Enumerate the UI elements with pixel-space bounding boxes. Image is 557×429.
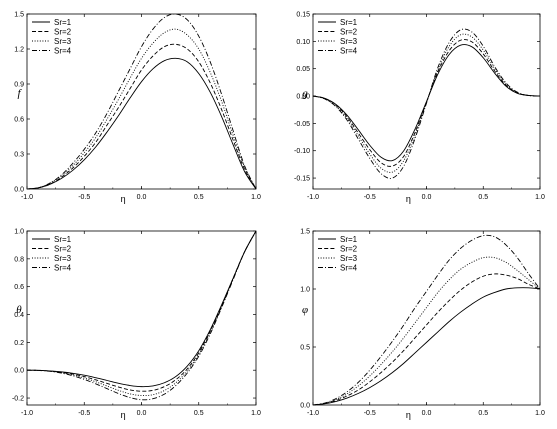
x-tick-label: 0.5 — [194, 410, 204, 417]
x-tick-label: 0.0 — [422, 194, 432, 201]
x-tick-label: 1.0 — [251, 194, 261, 201]
y-tick-label: 1.0 — [14, 229, 24, 236]
x-tick-label: 0.0 — [422, 410, 432, 417]
y-tick-label: 0.0 — [14, 368, 24, 375]
y-tick-label: 1.5 — [300, 229, 310, 236]
y-tick-label: 0.0 — [300, 403, 310, 410]
legend-label-sr4: Sr=4 — [54, 47, 72, 56]
legend-label-sr3: Sr=3 — [54, 37, 72, 46]
y-tick-label: 0.5 — [300, 345, 310, 352]
y-tick-label: 0.9 — [14, 82, 24, 89]
x-axis-label: η — [406, 194, 411, 204]
series-line-sr3 — [313, 256, 540, 405]
x-tick-label: 1.0 — [251, 410, 261, 417]
x-tick-label: -0.5 — [364, 194, 376, 201]
series-line-sr2 — [313, 39, 540, 167]
x-tick-label: -1.0 — [21, 410, 33, 417]
legend-label-sr2: Sr=2 — [340, 245, 358, 254]
legend-label-sr2: Sr=2 — [54, 245, 72, 254]
panel-theta: -1.0 -0.5 0.0 0.5 1.0 -0.2 0.0 0.2 0.4 0.6 0.8 1.0 η… — [12, 229, 261, 421]
legend-label-sr3: Sr=3 — [340, 37, 358, 46]
x-tick-label: -1.0 — [21, 194, 33, 201]
panel-g: -1.0 -0.5 0.0 0.5 1.0 -0.15 -0.10 -0.05 0.00 0.05… — [294, 12, 545, 205]
y-tick-label: -0.15 — [294, 176, 310, 183]
panel-f: -1.0 -0.5 0.0 0.5 1.0 0.0 0.3 0.6 0.9 1.2 1.5 η f Sr=… — [14, 12, 261, 205]
y-tick-label: 0.3 — [14, 152, 24, 159]
y-tick-label: 1.5 — [14, 12, 24, 19]
series-line-sr3 — [27, 28, 256, 189]
legend-label-sr3: Sr=3 — [340, 254, 358, 263]
x-tick-label: 1.0 — [535, 410, 545, 417]
legend-label-sr2: Sr=2 — [54, 28, 72, 37]
y-tick-label: -0.2 — [12, 396, 24, 403]
x-axis-label: η — [121, 194, 126, 204]
y-tick-label: 0.15 — [296, 12, 310, 19]
y-tick-label: -0.10 — [294, 148, 310, 155]
x-tick-label: 0.0 — [137, 410, 147, 417]
series-line-sr1 — [313, 287, 540, 405]
x-tick-label: 0.0 — [137, 194, 147, 201]
series-line-sr3 — [313, 33, 540, 173]
x-tick-label: -0.5 — [78, 194, 90, 201]
y-tick-label: 0.0 — [14, 187, 24, 194]
legend-label-sr4: Sr=4 — [340, 47, 358, 56]
y-tick-label: 0.10 — [296, 39, 310, 46]
panel-phi: -1.0 -0.5 0.0 0.5 1.00.00.51.01.5ηφSr=1Sr=2S… — [300, 229, 545, 421]
x-tick-label: 1.0 — [535, 194, 545, 201]
series-line-sr4 — [27, 14, 256, 189]
series-line-sr4 — [27, 231, 256, 401]
y-axis-label: φ — [302, 304, 308, 316]
series-line-sr4 — [313, 234, 540, 405]
x-axis-label: η — [406, 410, 411, 420]
legend-label-sr1: Sr=1 — [54, 235, 72, 244]
y-tick-label: 0.8 — [14, 256, 24, 263]
series-line-sr1 — [313, 44, 540, 162]
y-axis-label: g — [302, 87, 308, 99]
legend-label-sr1: Sr=1 — [340, 235, 358, 244]
x-tick-label: -0.5 — [78, 410, 90, 417]
y-tick-label: 0.6 — [14, 284, 24, 291]
series-line-sr2 — [313, 273, 540, 405]
y-tick-label: 1.0 — [300, 287, 310, 294]
series-line-sr1 — [27, 231, 256, 388]
y-axis-label: f — [17, 87, 22, 99]
series-line-sr4 — [313, 28, 540, 179]
legend-label-sr4: Sr=4 — [340, 264, 358, 273]
series-line-sr1 — [27, 57, 256, 189]
x-tick-label: 0.5 — [478, 410, 488, 417]
x-tick-label: -1.0 — [307, 410, 319, 417]
legend-label-sr1: Sr=1 — [340, 18, 358, 27]
y-tick-label: -0.05 — [294, 121, 310, 128]
x-tick-label: 0.5 — [478, 194, 488, 201]
x-axis-label: η — [121, 410, 126, 420]
x-tick-label: -1.0 — [307, 194, 319, 201]
y-axis-label: θ — [16, 304, 22, 316]
x-tick-label: -0.5 — [364, 410, 376, 417]
y-tick-label: 0.00 — [296, 94, 310, 101]
y-tick-label: 1.2 — [14, 47, 24, 54]
legend-label-sr4: Sr=4 — [54, 264, 72, 273]
legend-label-sr2: Sr=2 — [340, 28, 358, 37]
y-tick-label: 0.6 — [14, 117, 24, 124]
y-tick-label: 0.05 — [296, 66, 310, 73]
x-tick-label: 0.5 — [194, 194, 204, 201]
y-tick-label: 0.4 — [14, 312, 24, 319]
y-tick-label: 0.2 — [14, 340, 24, 347]
legend-label-sr3: Sr=3 — [54, 254, 72, 263]
legend-label-sr1: Sr=1 — [54, 18, 72, 27]
